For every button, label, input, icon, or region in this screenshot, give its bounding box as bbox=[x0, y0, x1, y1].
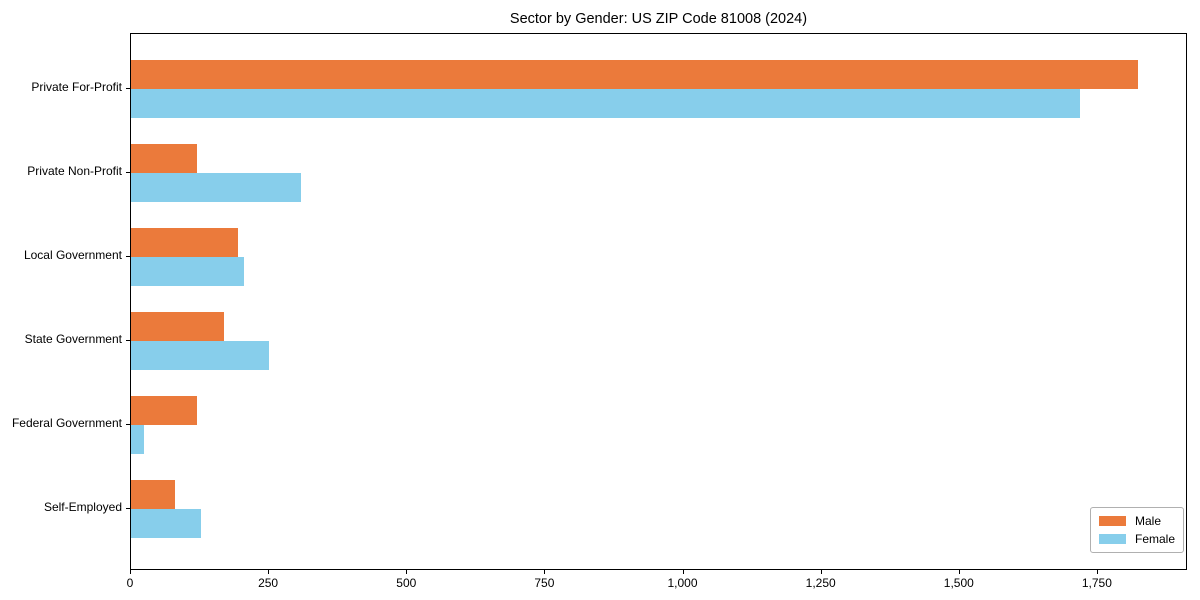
x-tick-mark bbox=[268, 570, 270, 574]
bar-female-federal-government bbox=[131, 424, 145, 454]
x-tick-mark bbox=[958, 570, 960, 574]
y-tick-mark bbox=[126, 507, 130, 509]
x-tick-mark bbox=[682, 570, 684, 574]
x-tick-label-1000: 1,000 bbox=[667, 576, 698, 590]
legend-label-male: Male bbox=[1135, 514, 1162, 529]
legend-swatch-male bbox=[1099, 516, 1126, 527]
legend-entry-male: Male bbox=[1091, 515, 1183, 527]
y-tick-mark bbox=[126, 255, 130, 257]
bar-male-local-government bbox=[131, 227, 238, 257]
bar-male-state-government bbox=[131, 311, 225, 341]
y-tick-label-private-for-profit: Private For-Profit bbox=[31, 79, 122, 94]
y-tick-label-federal-government: Federal Government bbox=[11, 415, 122, 430]
y-tick-label-self-employed: Self-Employed bbox=[43, 499, 122, 514]
x-tick-mark bbox=[1096, 570, 1098, 574]
x-tick-label-250: 250 bbox=[258, 576, 279, 590]
x-tick-label-1500: 1,500 bbox=[943, 576, 974, 590]
x-tick-label-1750: 1,750 bbox=[1081, 576, 1112, 590]
bar-female-private-for-profit bbox=[131, 88, 1080, 118]
bar-male-self-employed bbox=[131, 479, 175, 509]
bar-female-private-non-profit bbox=[131, 172, 301, 202]
x-tick-label-500: 500 bbox=[396, 576, 417, 590]
y-tick-mark bbox=[126, 423, 130, 425]
x-tick-label-0: 0 bbox=[126, 576, 134, 590]
y-tick-label-state-government: State Government bbox=[24, 331, 122, 346]
bar-male-private-for-profit bbox=[131, 59, 1138, 89]
y-tick-label-private-non-profit: Private Non-Profit bbox=[27, 163, 122, 178]
chart-title: Sector by Gender: US ZIP Code 81008 (202… bbox=[509, 11, 808, 27]
legend-entry-female: Female bbox=[1091, 533, 1183, 545]
x-tick-mark bbox=[544, 570, 546, 574]
y-tick-label-local-government: Local Government bbox=[23, 247, 122, 262]
x-tick-label-1250: 1,250 bbox=[805, 576, 836, 590]
y-tick-mark bbox=[126, 171, 130, 173]
bar-female-self-employed bbox=[131, 508, 201, 538]
bar-female-state-government bbox=[131, 340, 269, 370]
legend: Male Female bbox=[1090, 507, 1184, 553]
y-tick-mark bbox=[126, 87, 130, 89]
bar-male-federal-government bbox=[131, 395, 198, 425]
x-tick-mark bbox=[406, 570, 408, 574]
x-tick-mark bbox=[820, 570, 822, 574]
bar-male-private-non-profit bbox=[131, 143, 197, 173]
plot-area bbox=[130, 33, 1187, 570]
legend-swatch-female bbox=[1099, 533, 1126, 544]
y-tick-mark bbox=[126, 339, 130, 341]
x-tick-mark bbox=[130, 570, 131, 574]
x-tick-label-750: 750 bbox=[534, 576, 555, 590]
bar-female-local-government bbox=[131, 256, 244, 286]
legend-label-female: Female bbox=[1135, 531, 1176, 546]
